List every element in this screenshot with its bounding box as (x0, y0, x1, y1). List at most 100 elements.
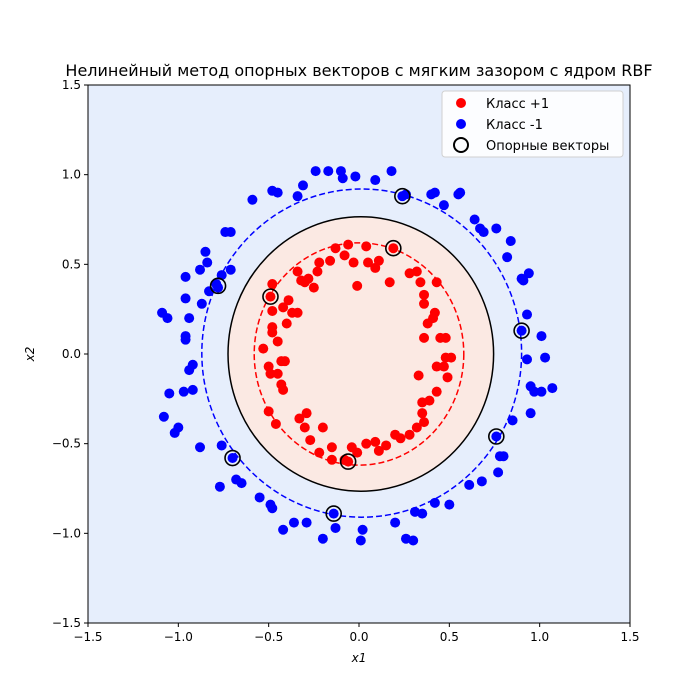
point-class-neg (518, 275, 529, 286)
point-class-pos (431, 277, 442, 288)
point-class-neg (196, 298, 207, 309)
point-class-neg (195, 442, 206, 453)
point-class-neg (547, 383, 558, 394)
point-class-pos (442, 372, 453, 383)
point-class-neg (225, 227, 236, 238)
point-class-pos (296, 275, 307, 286)
point-class-pos (279, 356, 290, 367)
point-class-pos (361, 438, 372, 449)
point-class-neg (355, 535, 366, 546)
point-class-neg (491, 431, 502, 442)
point-class-neg (297, 180, 308, 191)
point-class-neg (180, 293, 191, 304)
point-class-neg (158, 411, 169, 422)
margin-negative-contour (201, 188, 523, 518)
point-class-neg (247, 194, 258, 205)
point-class-pos (317, 422, 328, 433)
point-class-pos (388, 243, 399, 254)
legend-label-support-vectors: Опорные векторы (486, 139, 609, 154)
point-class-pos (346, 442, 357, 453)
point-class-pos (325, 255, 336, 266)
point-class-neg (455, 187, 466, 198)
point-class-neg (498, 451, 509, 462)
chart-title: Нелинейный метод опорных векторов с мягк… (65, 61, 652, 80)
point-class-pos (283, 295, 294, 306)
support-vector-marker (385, 239, 402, 257)
point-class-neg (525, 408, 536, 419)
point-class-pos (431, 386, 442, 397)
point-class-pos (343, 239, 354, 250)
point-class-pos (431, 361, 442, 372)
legend: Класс +1 Класс -1 Опорные векторы (441, 90, 624, 158)
point-class-neg (390, 517, 401, 528)
point-class-neg (444, 499, 455, 510)
point-class-pos (308, 282, 319, 293)
point-class-pos (326, 442, 337, 453)
point-class-neg (502, 252, 513, 263)
legend-label-class-neg: Класс -1 (486, 118, 543, 133)
point-class-neg (323, 166, 334, 177)
y-tick-label: 1.0 (62, 168, 81, 182)
point-class-neg (187, 359, 198, 370)
y-tick-label: 0.5 (62, 257, 81, 271)
point-class-neg (522, 354, 533, 365)
point-class-neg (225, 264, 236, 275)
point-class-neg (216, 440, 227, 451)
point-class-neg (540, 352, 551, 363)
y-tick-label: 0.0 (62, 347, 81, 361)
point-class-neg (162, 313, 173, 324)
point-class-pos (263, 406, 274, 417)
point-class-pos (339, 250, 350, 261)
point-class-neg (211, 279, 222, 290)
point-class-pos (314, 447, 325, 458)
point-class-neg (310, 166, 321, 177)
point-class-pos (419, 417, 430, 428)
point-class-pos (411, 266, 422, 277)
support-vector-marker (262, 288, 279, 305)
x-tick-label: −1.5 (73, 630, 102, 644)
point-class-neg (317, 533, 328, 544)
point-class-pos (419, 289, 430, 300)
point-class-pos (415, 277, 426, 288)
legend-marker-class-neg (456, 119, 466, 129)
point-class-pos (267, 279, 278, 290)
x-axis-label: x1 (351, 651, 367, 665)
x-tick-label: 1.0 (530, 630, 549, 644)
legend-label-class-pos: Класс +1 (486, 97, 549, 112)
point-class-neg (536, 386, 547, 397)
point-class-neg (164, 388, 175, 399)
support-vector-marker (513, 322, 530, 339)
point-class-neg (476, 476, 487, 487)
point-class-neg (231, 474, 242, 485)
point-class-neg (180, 271, 191, 282)
point-class-pos (361, 241, 372, 252)
point-class-neg (469, 214, 480, 225)
y-tick-label: −1.5 (52, 616, 81, 630)
point-class-pos (417, 408, 428, 419)
x-tick-label: 0.0 (349, 630, 368, 644)
point-class-neg (202, 257, 213, 268)
point-class-pos (305, 435, 316, 446)
legend-box (441, 90, 624, 158)
point-class-neg (288, 517, 299, 528)
x-tick-label: 1.5 (620, 630, 639, 644)
point-class-pos (370, 436, 381, 447)
point-class-pos (413, 370, 424, 381)
point-class-pos (343, 456, 354, 467)
point-class-neg (330, 522, 341, 533)
point-class-neg (478, 227, 489, 238)
support-vector-marker (209, 277, 227, 295)
x-tick-label: −0.5 (254, 630, 283, 644)
point-class-pos (272, 368, 283, 379)
y-tick-label: 1.5 (62, 78, 81, 92)
point-class-neg (350, 171, 361, 182)
support-vector-marker (339, 453, 357, 470)
x-tick-label: 0.5 (440, 630, 459, 644)
point-class-neg (491, 223, 502, 234)
point-class-neg (438, 200, 449, 211)
point-class-pos (326, 454, 337, 465)
point-class-pos (312, 266, 323, 277)
point-class-neg (184, 313, 195, 324)
point-class-neg (187, 384, 198, 395)
point-class-neg (278, 524, 289, 535)
